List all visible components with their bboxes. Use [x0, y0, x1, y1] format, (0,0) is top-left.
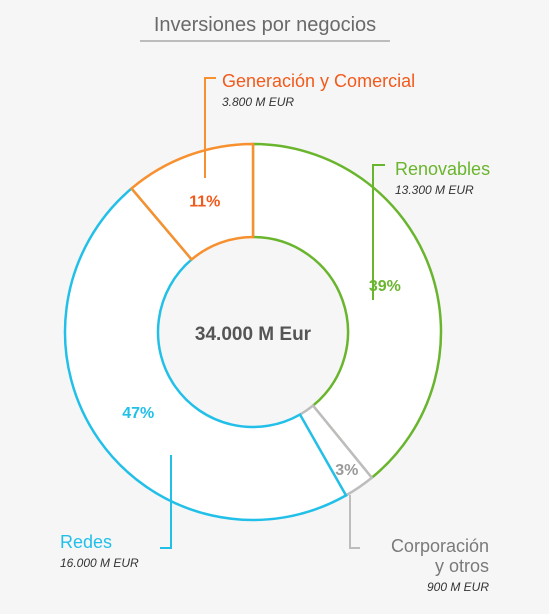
- percent-label-corporacion-y-otros: 3%: [335, 462, 358, 479]
- percent-label-generacion-y-comercial: 11%: [189, 194, 220, 211]
- percent-label-redes: 47%: [122, 405, 154, 422]
- percent-label-renovables: 39%: [369, 278, 401, 295]
- leader-line-generacion-y-comercial: [204, 77, 216, 178]
- leader-line-corporacion-y-otros: [349, 495, 360, 549]
- chart-title: Inversiones por negocios: [154, 14, 376, 36]
- label-generacion-y-comercial: Generación y Comercial: [222, 71, 415, 91]
- label-renovables: Renovables: [395, 159, 490, 179]
- value-generacion-y-comercial: 3.800 M EUR: [222, 95, 294, 109]
- slice-redes: [63, 186, 348, 522]
- center-total-label: 34.000 M Eur: [195, 324, 312, 345]
- slice-generacion-y-comercial: [129, 142, 255, 262]
- leader-line-renovables: [372, 164, 385, 300]
- leader-line-redes: [160, 455, 172, 549]
- label-corporacion-y-otros: Corporación y otros: [391, 536, 489, 576]
- value-redes: 16.000 M EUR: [60, 556, 139, 570]
- value-renovables: 13.300 M EUR: [395, 183, 474, 197]
- value-corporacion-y-otros: 900 M EUR: [427, 580, 489, 594]
- label-redes: Redes: [60, 532, 112, 552]
